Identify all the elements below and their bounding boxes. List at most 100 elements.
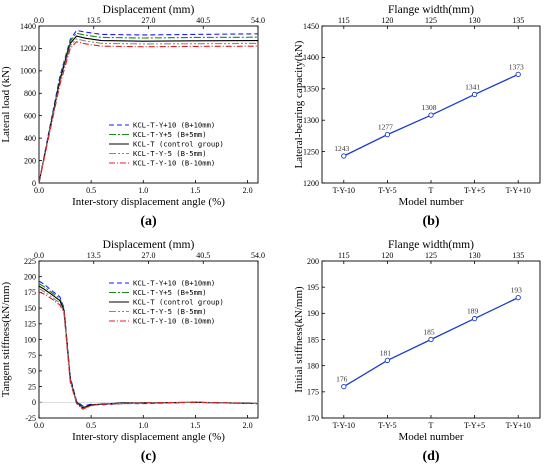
x-tick-label: 1.5 <box>190 421 200 430</box>
data-point <box>428 336 434 343</box>
x2-tick-label: 40.5 <box>196 16 210 25</box>
x2-tick-label: 27.0 <box>142 16 156 25</box>
x-tick-label: T <box>429 186 434 195</box>
data-label: 1277 <box>378 123 393 132</box>
data-label: 1308 <box>422 103 437 112</box>
legend-entry: KCL-T-Y-5 (B-5mm) <box>133 149 207 158</box>
y-tick-label: 175 <box>307 388 319 397</box>
data-point <box>341 383 347 390</box>
y-tick-label: 1350 <box>303 85 319 94</box>
panel-label: (a) <box>140 214 157 229</box>
y-tick-label: 50 <box>28 367 36 376</box>
y-tick-label: 1400 <box>303 53 319 62</box>
y-tick-label: 25 <box>28 382 36 391</box>
y-tick-label: 1000 <box>20 67 36 76</box>
y-tick-label: 175 <box>24 288 36 297</box>
x2-tick-label: 13.5 <box>87 16 101 25</box>
legend-entry: KCL-T (control group) <box>133 140 224 149</box>
x-axis-label: Model number <box>398 431 463 443</box>
y-tick-label: 75 <box>28 351 36 360</box>
data-label: 1373 <box>509 62 524 71</box>
x2-tick-label: 120 <box>381 16 393 25</box>
y-axis-label: Lateral-bearing capacity(kN) <box>293 40 305 168</box>
x2-tick-label: 13.5 <box>87 251 101 260</box>
y-tick-label: 0 <box>32 179 36 188</box>
x2-tick-label: 27.0 <box>142 251 156 260</box>
x-tick-label: T-Y+5 <box>464 421 485 430</box>
x2-tick-label: 40.5 <box>196 251 210 260</box>
x2-tick-label: 135 <box>512 16 524 25</box>
y-axis-label: Lateral load (kN) <box>0 66 12 143</box>
x2-axis-label: Flange width(mm) <box>388 4 474 16</box>
legend-entry: KCL-T (control group) <box>133 298 224 307</box>
chart-b: 1200 1250 1300 1350 1400 1450 T-Y-10 T-Y-5 T T-Y+… <box>293 4 541 229</box>
x2-tick-label: 54.0 <box>251 16 265 25</box>
y-tick-label: 1300 <box>303 116 319 125</box>
x-tick-label: 1.5 <box>190 186 200 195</box>
panel-label: (b) <box>422 214 439 229</box>
legend-entry: KCL-T-Y-10 (B-10mm) <box>133 159 215 168</box>
y-tick-label: 1200 <box>20 44 36 53</box>
y-tick-label: 170 <box>307 414 319 423</box>
data-point <box>515 294 521 301</box>
data-label: 176 <box>336 375 348 384</box>
panel-label: (c) <box>141 449 157 464</box>
series-line <box>38 280 259 407</box>
x2-tick-label: 130 <box>469 16 481 25</box>
x-tick-label: T-Y-10 <box>333 421 355 430</box>
x-tick-label: T <box>429 421 434 430</box>
series-line <box>38 291 259 410</box>
y-tick-label: 800 <box>24 89 36 98</box>
y-tick-label: 1450 <box>303 22 319 31</box>
y-tick-label: 100 <box>24 335 36 344</box>
x-tick-label: 0.5 <box>86 421 96 430</box>
y-tick-label: 400 <box>24 134 36 143</box>
x-axis-label: Inter-story displacement angle (%) <box>72 196 225 208</box>
x2-tick-label: 115 <box>338 251 350 260</box>
data-point <box>384 357 391 364</box>
x-axis-label: Inter-story displacement angle (%) <box>72 431 225 443</box>
x-axis-label: Model number <box>398 196 463 208</box>
y-tick-label: 180 <box>307 361 319 370</box>
legend-entry: KCL-T-Y-10 (B-10mm) <box>133 317 215 326</box>
x2-tick-label: 125 <box>425 16 437 25</box>
y-tick-label: 1200 <box>303 179 319 188</box>
legend-entry: KCL-T-Y-5 (B-5mm) <box>133 307 207 316</box>
x2-tick-label: 130 <box>469 251 481 260</box>
x-tick-label: 0.5 <box>86 186 96 195</box>
x-tick-label: 0.0 <box>34 186 44 195</box>
x2-axis-label: Flange width(mm) <box>388 239 474 251</box>
x-tick-label: 1.0 <box>138 421 148 430</box>
data-point <box>384 131 391 138</box>
x-tick-label: T-Y+10 <box>506 421 531 430</box>
y-tick-label: 200 <box>24 156 36 165</box>
y-tick-label: 1250 <box>303 147 319 156</box>
data-label: 1341 <box>465 82 480 91</box>
legend-entry: KCL-T-Y+5 (B+5mm) <box>133 288 207 297</box>
legend-entry: KCL-T-Y+5 (B+5mm) <box>133 130 207 139</box>
x2-tick-label: 125 <box>425 251 437 260</box>
x-tick-label: T-Y+5 <box>464 186 485 195</box>
data-point <box>471 315 478 322</box>
x2-tick-label: 120 <box>381 251 393 260</box>
x-tick-label: T-Y-5 <box>378 186 396 195</box>
panel-label: (d) <box>422 449 439 464</box>
y-tick-label: 125 <box>24 320 36 329</box>
y-tick-label: 200 <box>24 273 36 282</box>
y-tick-label: 225 <box>24 257 36 266</box>
x-tick-label: T-Y-10 <box>333 186 355 195</box>
x2-tick-label: 135 <box>512 251 524 260</box>
chart-d: 170 175 180 185 190 195 200 T-Y-10 T-Y-5 T T-Y+5 T-… <box>293 239 541 464</box>
x-tick-label: 0.0 <box>34 421 44 430</box>
x-tick-label: 1.0 <box>138 186 148 195</box>
y-tick-label: 1400 <box>20 22 36 31</box>
y-tick-label: 200 <box>307 257 319 266</box>
x-tick-label: 2.0 <box>243 421 253 430</box>
y-tick-label: 185 <box>307 335 319 344</box>
data-label: 189 <box>467 307 479 316</box>
y-tick-label: 0 <box>32 398 36 407</box>
data-point <box>471 91 478 98</box>
x2-tick-label: 54.0 <box>251 251 265 260</box>
